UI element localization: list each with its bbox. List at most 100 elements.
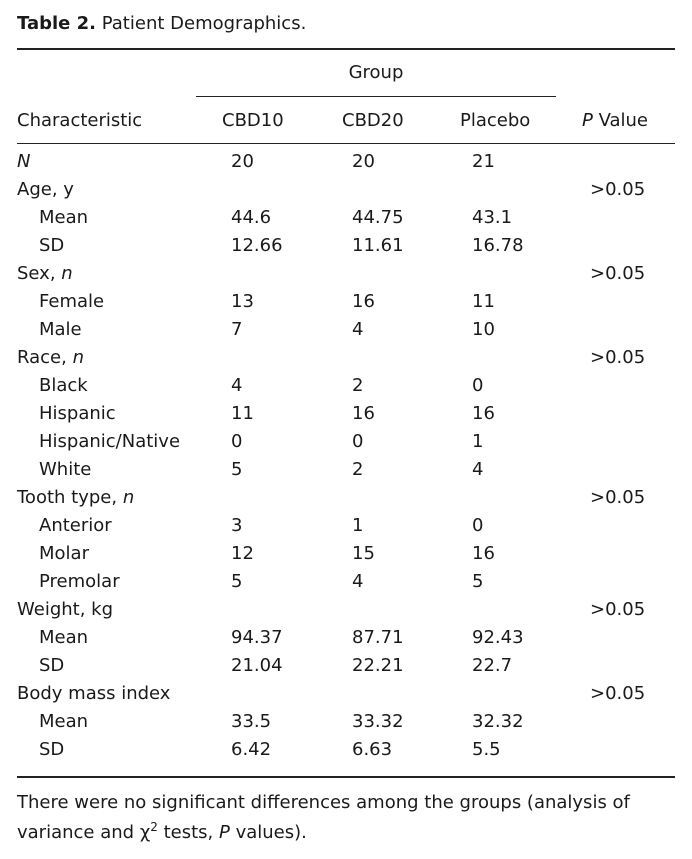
cbd10-value: 3 (231, 515, 243, 536)
table-row: Hispanic 11 16 16 (0, 403, 692, 431)
table-row: Race, n >0.05 (0, 347, 692, 375)
cbd20-value: 4 (352, 319, 364, 340)
cbd10-value: 33.5 (231, 711, 272, 732)
cbd10-value: 12 (231, 543, 254, 564)
placebo-header: Placebo (460, 110, 531, 131)
row-label: Hispanic (39, 403, 116, 424)
row-label: Weight, kg (17, 599, 114, 620)
cbd20-value: 33.32 (352, 711, 404, 732)
table-row: SD 21.04 22.21 22.7 (0, 655, 692, 683)
unit-italic: n (122, 487, 135, 508)
row-label: Race, (17, 347, 73, 368)
placebo-value: 16.78 (472, 235, 524, 256)
row-label: Mean (39, 207, 89, 228)
table-footnote: There were no significant differences am… (17, 790, 677, 845)
row-label: Body mass index (17, 683, 171, 704)
row-label-group: Sex, n (17, 263, 73, 284)
table-row: Weight, kg >0.05 (0, 599, 692, 627)
table-row: White 5 2 4 (0, 459, 692, 487)
placebo-value: 16 (472, 403, 495, 424)
cbd20-value: 0 (352, 431, 364, 452)
cbd10-value: 6.42 (231, 739, 272, 760)
header-rule (17, 143, 675, 144)
row-label: Hispanic/Native (39, 431, 181, 452)
cbd20-value: 16 (352, 291, 375, 312)
row-label: Female (39, 291, 105, 312)
footnote-p-italic: P (218, 822, 230, 843)
table-row: Sex, n >0.05 (0, 263, 692, 291)
cbd10-value: 12.66 (231, 235, 283, 256)
cbd20-value: 20 (352, 151, 375, 172)
placebo-value: 0 (472, 375, 484, 396)
cbd20-value: 15 (352, 543, 375, 564)
table-row: Premolar 5 4 5 (0, 571, 692, 599)
group-header: Group (348, 62, 404, 83)
cbd10-value: 4 (231, 375, 243, 396)
cbd20-value: 87.71 (352, 627, 404, 648)
row-label: Premolar (39, 571, 120, 592)
cbd20-value: 11.61 (352, 235, 404, 256)
placebo-value: 0 (472, 515, 484, 536)
table-number: Table 2. (17, 13, 96, 34)
characteristic-header: Characteristic (17, 110, 143, 131)
top-rule (17, 48, 675, 50)
cbd10-value: 11 (231, 403, 254, 424)
row-label: Mean (39, 711, 89, 732)
row-label: White (39, 459, 92, 480)
table-row: Mean 44.6 44.75 43.1 (0, 207, 692, 235)
table-row: Male 7 4 10 (0, 319, 692, 347)
cbd20-value: 1 (352, 515, 364, 536)
cbd20-value: 44.75 (352, 207, 404, 228)
unit-italic: n (61, 263, 73, 284)
placebo-value: 43.1 (472, 207, 513, 228)
row-label: Anterior (39, 515, 112, 536)
placebo-value: 1 (472, 431, 484, 452)
footnote-text-1: There were no significant differences am… (17, 792, 630, 843)
p-value: >0.05 (590, 683, 646, 704)
row-label: Molar (39, 543, 89, 564)
table-row: SD 6.42 6.63 5.5 (0, 739, 692, 767)
placebo-value: 11 (472, 291, 495, 312)
cbd10-value: 21.04 (231, 655, 283, 676)
cbd20-value: 2 (352, 375, 364, 396)
placebo-value: 32.32 (472, 711, 524, 732)
row-label: Black (39, 375, 88, 396)
cbd10-value: 7 (231, 319, 243, 340)
cbd20-header: CBD20 (342, 110, 404, 131)
placebo-value: 4 (472, 459, 484, 480)
row-label: Tooth type, (17, 487, 123, 508)
table-row: Black 4 2 0 (0, 375, 692, 403)
p-value-header: P Value (582, 110, 648, 131)
placebo-value: 92.43 (472, 627, 524, 648)
cbd10-value: 5 (231, 459, 243, 480)
chi-symbol: χ (139, 822, 151, 843)
row-label: N (17, 151, 31, 172)
row-label: Mean (39, 627, 89, 648)
p-value-text: Value (592, 110, 649, 131)
table-row: SD 12.66 11.61 16.78 (0, 235, 692, 263)
chi-superscript: 2 (150, 820, 158, 834)
cbd10-value: 0 (231, 431, 243, 452)
row-label: Sex, (17, 263, 62, 284)
footnote-text-3: values). (229, 822, 307, 843)
row-label-group: Tooth type, n (17, 487, 134, 508)
placebo-value: 22.7 (472, 655, 513, 676)
cbd10-value: 5 (231, 571, 243, 592)
cbd20-value: 16 (352, 403, 375, 424)
table-title: Patient Demographics. (101, 13, 307, 34)
placebo-value: 5.5 (472, 739, 501, 760)
cbd20-value: 2 (352, 459, 364, 480)
row-label: SD (39, 655, 65, 676)
table-row: Hispanic/Native 0 0 1 (0, 431, 692, 459)
table-row: Mean 33.5 33.32 32.32 (0, 711, 692, 739)
table-row: Anterior 3 1 0 (0, 515, 692, 543)
cbd10-value: 94.37 (231, 627, 283, 648)
cbd20-value: 22.21 (352, 655, 404, 676)
p-value: >0.05 (590, 179, 646, 200)
table-row: N 20 20 21 (0, 151, 692, 179)
unit-italic: n (72, 347, 84, 368)
p-value: >0.05 (590, 599, 646, 620)
group-rule (196, 96, 556, 97)
footnote-text-2: tests, (157, 822, 219, 843)
cbd20-value: 6.63 (352, 739, 393, 760)
